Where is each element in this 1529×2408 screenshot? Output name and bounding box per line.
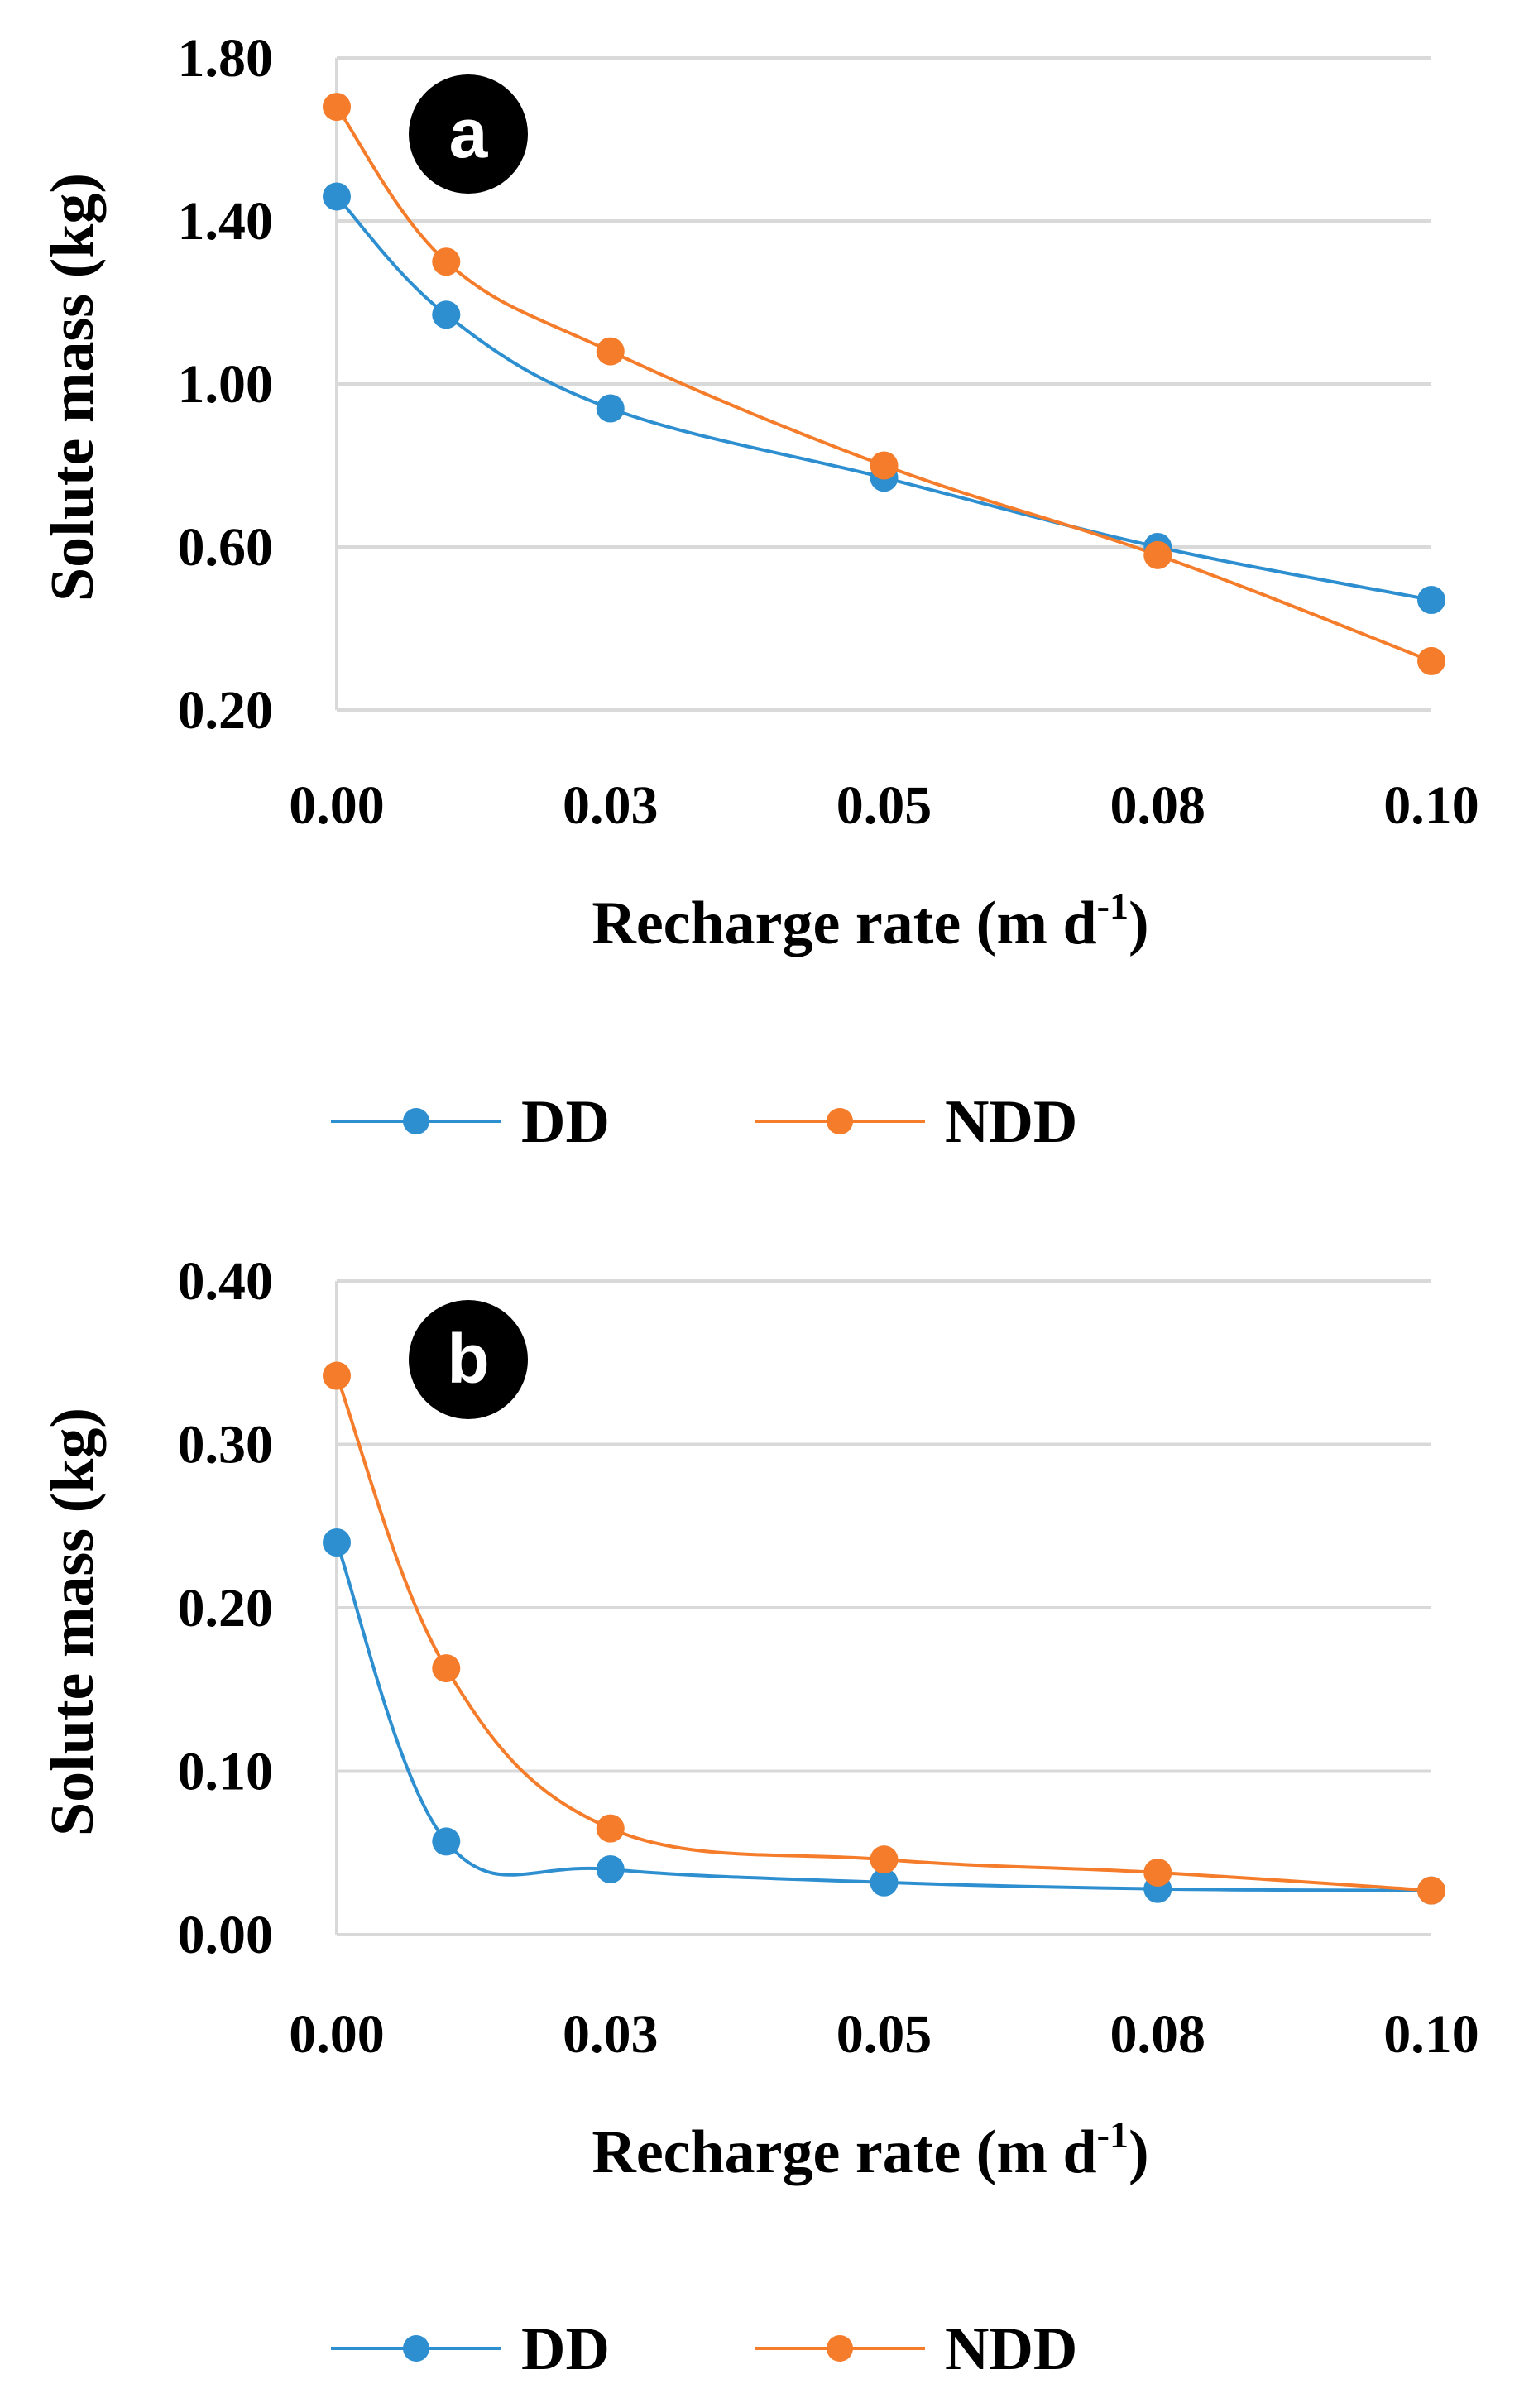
panel-b-legend-dd-label: DD xyxy=(521,2315,610,2383)
panel-a-x-tick-label: 0.10 xyxy=(1383,775,1479,836)
panel-a-y-tick-label: 1.80 xyxy=(178,28,274,89)
panel-b-gridlines xyxy=(337,1279,1431,1773)
panel-a-chart: 0.20 0.60 1.00 1.40 1.80 0.00 0.03 0.05 0.08 0.1… xyxy=(39,28,1479,1156)
panel-a-letter-badge: a xyxy=(409,74,528,194)
panel-b-y-tick-label: 0.20 xyxy=(178,1578,274,1638)
panel-a-data-points xyxy=(323,93,1445,675)
panel-b-y-axis-title: Solute mass (kg) xyxy=(39,1408,107,1836)
panel-b-series-lines xyxy=(335,1374,1432,1892)
panel-a-series-ndd-point xyxy=(1417,646,1445,675)
panel-b-series-dd-line xyxy=(335,1542,1432,1892)
panel-a-series-dd-point xyxy=(1417,586,1445,615)
panel-a-legend-ndd-marker xyxy=(827,1108,853,1134)
panel-b-x-tick-label: 0.08 xyxy=(1110,2004,1206,2065)
panel-a-y-ticks: 0.20 0.60 1.00 1.40 1.80 xyxy=(178,28,274,741)
panel-a-x-tick-label: 0.03 xyxy=(563,775,659,836)
panel-a-series-ndd-point xyxy=(596,337,625,366)
panel-a-series-ndd-point xyxy=(1143,540,1172,569)
panel-b-series-dd-point xyxy=(870,1868,899,1897)
panel-a-legend: DD NDD xyxy=(331,1088,1077,1156)
panel-b-series-ndd-line xyxy=(335,1374,1432,1892)
panel-b-badge-circle xyxy=(409,1300,528,1419)
panel-b-data-points xyxy=(323,1361,1445,1905)
panel-b-x-tick-label: 0.00 xyxy=(289,2004,385,2065)
panel-b-x-tick-label: 0.10 xyxy=(1383,2004,1479,2065)
panel-b-y-ticks: 0.00 0.10 0.20 0.30 0.40 xyxy=(178,1251,274,1965)
panel-a-letter: a xyxy=(449,94,489,172)
panel-b-x-tick-label: 0.03 xyxy=(563,2004,659,2065)
panel-a-badge-circle xyxy=(409,74,528,194)
panel-b-y-tick-label: 0.40 xyxy=(178,1251,274,1312)
panel-b-series-ndd-point xyxy=(1417,1876,1445,1905)
panel-a-y-tick-label: 1.40 xyxy=(178,191,274,252)
panel-b-y-tick-label: 0.10 xyxy=(178,1742,274,1802)
panel-a-series-ndd-point xyxy=(870,451,899,480)
panel-b-legend-dd-marker xyxy=(403,2335,429,2362)
panel-b-series-ndd-point xyxy=(870,1845,899,1874)
panel-a-legend-dd-label: DD xyxy=(521,1088,610,1156)
panel-b-series-ndd-point xyxy=(432,1654,461,1683)
panel-b-series-dd-point xyxy=(432,1827,461,1856)
panel-b-series-dd-point xyxy=(596,1855,625,1883)
panel-b-legend: DD NDD xyxy=(331,2315,1077,2383)
panel-a-x-ticks: 0.00 0.03 0.05 0.08 0.10 xyxy=(289,775,1479,836)
panel-a-series-dd-point xyxy=(432,300,461,329)
panel-a-x-tick-label: 0.08 xyxy=(1110,775,1206,836)
panel-b-series-dd-point xyxy=(323,1528,351,1557)
panel-a-axes xyxy=(335,58,1431,712)
panel-b-legend-ndd-marker xyxy=(827,2335,853,2362)
panel-b-chart: 0.00 0.10 0.20 0.30 0.40 0.00 0.03 0.05 0.08 0.1… xyxy=(39,1251,1479,2383)
panel-a-legend-ndd-label: NDD xyxy=(945,1088,1077,1156)
panel-b-y-tick-label: 0.00 xyxy=(178,1905,274,1965)
panel-a-series-dd-line xyxy=(335,195,1432,602)
panel-b-x-axis-title: Recharge rate (m d-1) xyxy=(592,2113,1148,2186)
panel-b-letter: b xyxy=(447,1320,489,1398)
panel-a-series-dd-point xyxy=(323,182,351,211)
panel-a-series-ndd-point xyxy=(432,247,461,276)
panel-a-y-axis-title: Solute mass (kg) xyxy=(39,173,107,602)
panel-b-letter-badge: b xyxy=(409,1300,528,1419)
panel-b-series-ndd-point xyxy=(1143,1858,1172,1887)
panel-a-y-tick-label: 0.60 xyxy=(178,517,274,578)
panel-b-x-tick-label: 0.05 xyxy=(836,2004,932,2065)
panel-b-series-ndd-point xyxy=(323,1361,351,1390)
panel-b-axes xyxy=(335,1281,1431,1936)
panel-a-gridlines xyxy=(337,56,1431,549)
panel-a-x-tick-label: 0.05 xyxy=(836,775,932,836)
panel-a-series-dd-point xyxy=(596,394,625,423)
panel-a-series-ndd-point xyxy=(323,93,351,122)
panel-b-y-tick-label: 0.30 xyxy=(178,1415,274,1475)
panel-a-x-tick-label: 0.00 xyxy=(289,775,385,836)
panel-b-series-ndd-point xyxy=(596,1814,625,1843)
panel-a-y-tick-label: 0.20 xyxy=(178,680,274,741)
panel-a-legend-dd-marker xyxy=(403,1108,429,1134)
panel-b-x-ticks: 0.00 0.03 0.05 0.08 0.10 xyxy=(289,2004,1479,2065)
panel-a-y-tick-label: 1.00 xyxy=(178,354,274,415)
panel-a-x-axis-title: Recharge rate (m d-1) xyxy=(592,885,1148,957)
panel-b-legend-ndd-label: NDD xyxy=(945,2315,1077,2383)
